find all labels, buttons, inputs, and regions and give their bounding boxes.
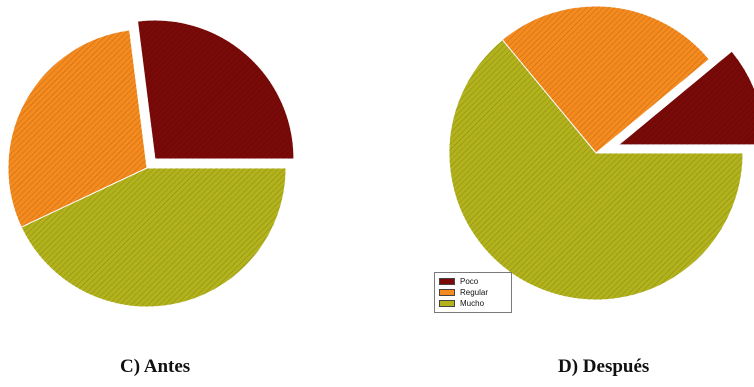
legend-label-poco: Poco — [460, 277, 479, 286]
legend: Poco Regular Mucho — [434, 272, 512, 313]
legend-swatch-poco — [439, 278, 455, 285]
legend-item-mucho: Mucho — [439, 298, 507, 309]
slice-regular-hatch — [502, 5, 710, 153]
slice-regular-hatch — [7, 30, 148, 228]
slice-poco-hatch — [618, 51, 754, 145]
slice-mucho-hatch — [448, 39, 743, 300]
legend-label-mucho: Mucho — [460, 299, 485, 308]
slice-poco-hatch — [137, 19, 294, 159]
legend-swatch-regular — [439, 289, 455, 296]
legend-swatch-mucho — [439, 300, 455, 307]
legend-item-poco: Poco — [439, 276, 507, 287]
pie-chart-antes — [7, 19, 295, 308]
slice-mucho-hatch — [21, 168, 287, 308]
pie-chart-despues — [448, 5, 754, 301]
caption-despues: D) Después — [558, 356, 650, 377]
caption-antes: C) Antes — [120, 356, 191, 377]
legend-item-regular: Regular — [439, 287, 507, 298]
legend-label-regular: Regular — [460, 288, 489, 297]
